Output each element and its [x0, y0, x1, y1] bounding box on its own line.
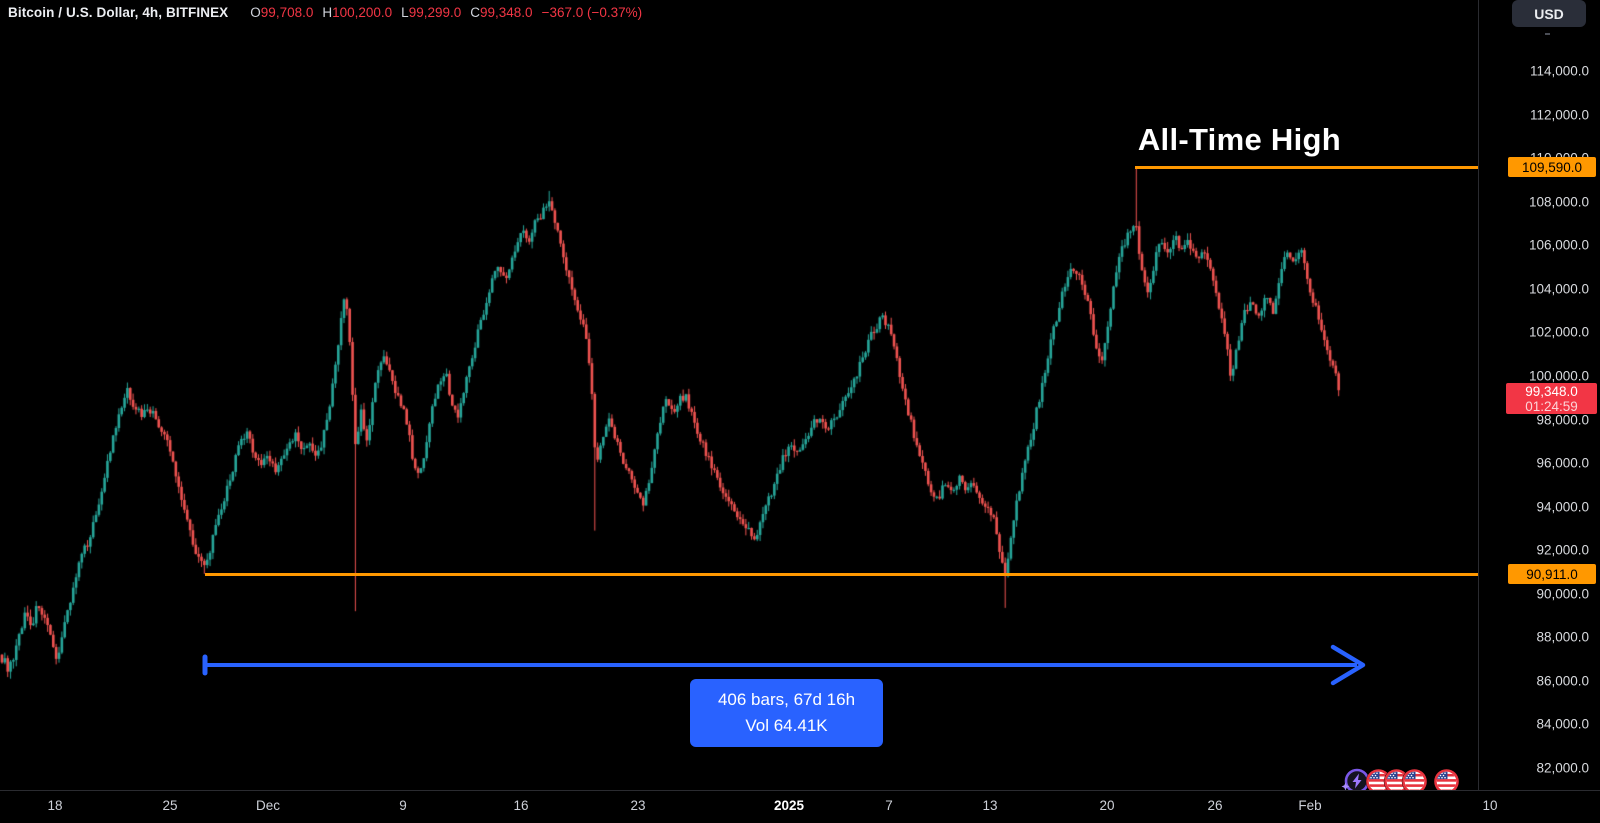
- ath-price-badge: 109,590.0: [1508, 157, 1596, 177]
- last-price-badge: 99,348.0 01:24:59: [1506, 383, 1597, 415]
- close-label: C: [470, 5, 480, 20]
- time-tick-label: 9: [399, 798, 407, 813]
- time-tick-label: 10: [1482, 798, 1498, 813]
- support-price-badge: 90,911.0: [1508, 564, 1596, 584]
- time-tick-label: 23: [630, 798, 646, 813]
- arrow-head: [1330, 644, 1366, 686]
- time-tick-label: 13: [982, 798, 998, 813]
- low-label: L: [401, 5, 409, 20]
- ath-horizontal-line[interactable]: [1135, 166, 1478, 169]
- us-flag-icon: [1436, 771, 1456, 791]
- price-axis[interactable]: 109,590.0 90,911.0 99,348.0 01:24:59 114…: [1478, 0, 1600, 790]
- us-flag-event-icon[interactable]: [1433, 768, 1460, 795]
- us-flag-event-icon[interactable]: [1383, 768, 1410, 795]
- price-tick-label: 114,000.0: [1529, 63, 1589, 79]
- price-tick-label: 86,000.0: [1536, 673, 1589, 689]
- bar-countdown: 01:24:59: [1525, 398, 1578, 414]
- price-tick-label: 98,000.0: [1536, 412, 1589, 428]
- support-horizontal-line[interactable]: [205, 573, 1478, 576]
- us-flag-icon: [1368, 771, 1388, 791]
- price-tick-label: 88,000.0: [1536, 629, 1589, 645]
- price-tick-label: 106,000.0: [1528, 237, 1589, 253]
- measure-volume-text: Vol 64.41K: [745, 716, 828, 735]
- price-tick-label: 108,000.0: [1528, 194, 1589, 210]
- open-label: O: [250, 5, 261, 20]
- ath-text-label[interactable]: All-Time High: [1137, 122, 1341, 157]
- time-tick-label: 25: [162, 798, 178, 813]
- close-value: 99,348.0: [480, 5, 533, 20]
- time-tick-label: Feb: [1298, 798, 1322, 813]
- price-tick-label: 100,000.0: [1528, 368, 1589, 384]
- time-tick-label: 26: [1207, 798, 1223, 813]
- high-label: H: [322, 5, 333, 20]
- price-tick-label: 92,000.0: [1536, 542, 1589, 558]
- time-tick-label: 18: [47, 798, 63, 813]
- price-tick-label: 90,000.0: [1536, 586, 1589, 602]
- time-tick-label: 2025: [773, 798, 805, 813]
- axis-settings-dash: [1545, 33, 1550, 35]
- price-tick-label: 102,000.0: [1528, 324, 1589, 340]
- measure-bars-text: 406 bars, 67d 16h: [717, 690, 856, 709]
- currency-usd-button[interactable]: USD: [1512, 0, 1586, 27]
- price-tick-label: 96,000.0: [1536, 455, 1589, 471]
- candlestick-canvas[interactable]: [0, 0, 1478, 790]
- ohlc-readout: O99,708.0 H100,200.0 L99,299.0 C99,348.0: [241, 5, 532, 20]
- time-axis[interactable]: 18 25 Dec 9 16 23 2025 7 13 20 26 Feb 10: [0, 790, 1600, 823]
- price-tick-label: 104,000.0: [1528, 281, 1589, 297]
- open-value: 99,708.0: [260, 5, 314, 20]
- lightning-icon: [1352, 773, 1362, 789]
- time-tick-label: 20: [1099, 798, 1115, 813]
- price-tick-label: 84,000.0: [1536, 716, 1589, 732]
- change-value: −367.0 (−0.37%): [541, 5, 643, 20]
- measure-label-box[interactable]: 406 bars, 67d 16h Vol 64.41K: [690, 679, 883, 747]
- price-tick-label: 82,000.0: [1536, 760, 1589, 776]
- measure-arrow[interactable]: [201, 643, 1371, 687]
- us-flag-icon: [1386, 771, 1406, 791]
- high-value: 100,200.0: [332, 5, 393, 20]
- us-flag-event-icon[interactable]: [1401, 768, 1428, 795]
- last-price-value: 99,348.0: [1525, 383, 1578, 399]
- time-tick-label: 7: [885, 798, 893, 813]
- price-tick-label: 94,000.0: [1536, 499, 1589, 515]
- us-flag-icon: [1404, 771, 1424, 791]
- price-tick-label: 112,000.0: [1529, 107, 1589, 123]
- symbol-header: Bitcoin / U.S. Dollar, 4h, BITFINEX O99,…: [8, 5, 642, 20]
- symbol-title[interactable]: Bitcoin / U.S. Dollar, 4h, BITFINEX: [8, 5, 229, 20]
- low-value: 99,299.0: [408, 5, 462, 20]
- chart-pane[interactable]: Bitcoin / U.S. Dollar, 4h, BITFINEX O99,…: [0, 0, 1478, 794]
- sparkle-icon: [1341, 782, 1350, 791]
- time-tick-label: Dec: [255, 798, 281, 813]
- time-tick-label: 16: [513, 798, 529, 813]
